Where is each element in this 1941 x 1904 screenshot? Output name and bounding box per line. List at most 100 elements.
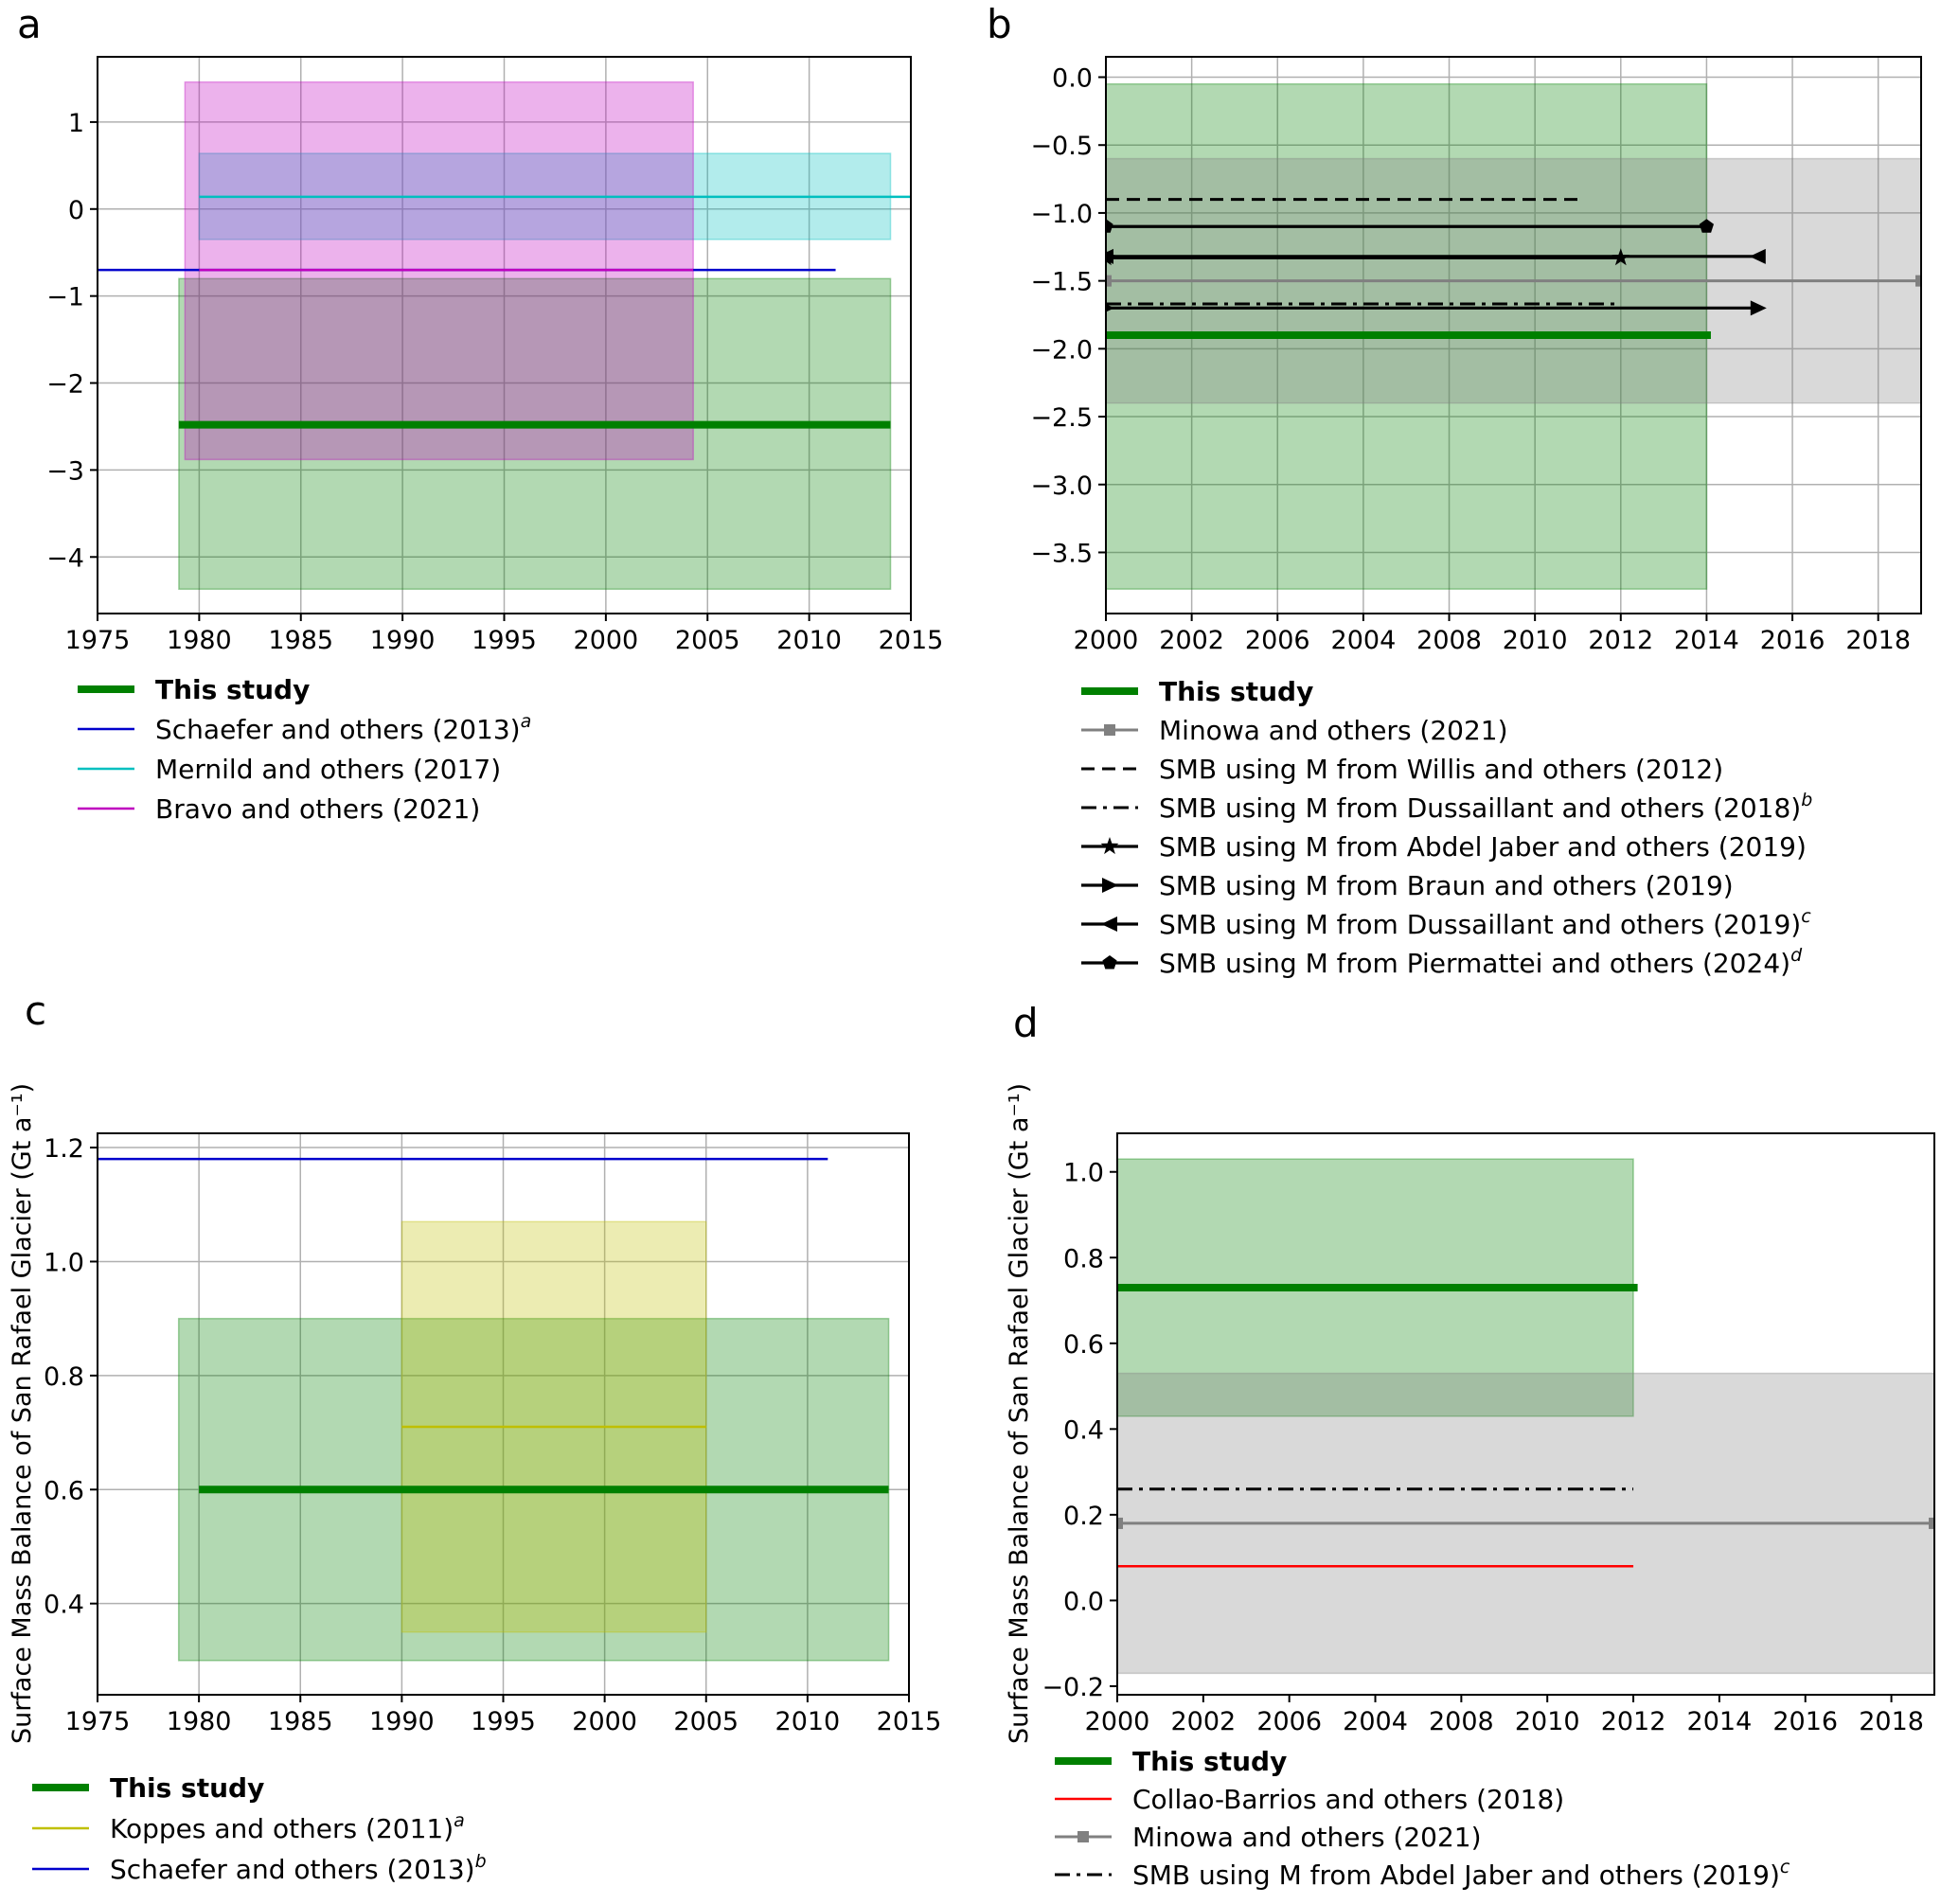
- x-tick-label: 2000: [1085, 1707, 1150, 1736]
- y-tick-label: 1.0: [44, 1248, 84, 1277]
- series-marker: [1106, 304, 1114, 312]
- legend-superscript: a: [521, 711, 532, 732]
- legend-entry: Mernild and others (2017): [78, 754, 501, 785]
- legend-entry: This study: [1055, 1746, 1287, 1777]
- legend-entry: Schaefer and others (2013)a: [78, 711, 531, 745]
- y-tick-label: 1.2: [44, 1134, 84, 1164]
- x-tick-label: 2015: [877, 1707, 942, 1736]
- legend-label: This study: [1132, 1746, 1287, 1777]
- y-tick-label: 0.8: [1063, 1244, 1104, 1273]
- x-tick-label: 2005: [675, 626, 740, 655]
- series-marker: [1106, 219, 1113, 233]
- series-marker: [1106, 275, 1112, 287]
- panel-label-a: a: [17, 1, 42, 47]
- x-tick-label: 2016: [1772, 1707, 1838, 1736]
- y-axis-label: Surface Mass Balance of San Rafael Glaci…: [1005, 1083, 1034, 1744]
- legend-entry: SMB using M from Willis and others (2012…: [1081, 754, 1723, 785]
- legend-superscript: c: [1801, 906, 1811, 927]
- x-tick-label: 2000: [572, 1707, 637, 1736]
- legend-label: This study: [155, 674, 310, 705]
- legend-marker: [1104, 724, 1115, 736]
- y-tick-label: −3.0: [1030, 472, 1093, 501]
- legend-entry: SMB using M from Piermattei and others (…: [1081, 945, 1803, 979]
- y-tick-label: 0.6: [44, 1476, 84, 1505]
- legend-entry: SMB using M from Dussaillant and others …: [1081, 790, 1812, 824]
- legend-marker: [1102, 955, 1117, 970]
- legend-label: SMB using M from Willis and others (2012…: [1159, 754, 1723, 785]
- x-tick-label: 2015: [879, 626, 944, 655]
- series-marker: [1699, 219, 1714, 233]
- x-tick-label: 1975: [65, 626, 131, 655]
- legend-marker: [1102, 878, 1118, 893]
- legend-entry: Minowa and others (2021): [1055, 1822, 1482, 1853]
- legend-entry: SMB using M from Dussaillant and others …: [1081, 906, 1811, 940]
- x-tick-label: 2016: [1760, 626, 1825, 655]
- legend-label: Collao-Barrios and others (2018): [1132, 1784, 1564, 1815]
- legend-label: SMB using M from Dussaillant and others …: [1159, 906, 1811, 940]
- x-tick-label: 2010: [776, 626, 842, 655]
- y-tick-label: −2: [46, 370, 84, 400]
- axes-frame: [1105, 56, 1922, 614]
- legend-superscript: d: [1790, 945, 1803, 966]
- legend-entry: SMB using M from Braun and others (2019): [1081, 870, 1734, 901]
- legend-label: SMB using M from Braun and others (2019): [1159, 870, 1734, 901]
- x-tick-label: 1990: [369, 1707, 435, 1736]
- x-tick-label: 2000: [1074, 626, 1139, 655]
- x-tick-label: 1980: [167, 1707, 232, 1736]
- y-tick-label: −4: [46, 543, 84, 573]
- x-tick-label: 2004: [1343, 1707, 1408, 1736]
- legend-superscript: c: [1780, 1857, 1790, 1877]
- legend-label: SMB using M from Dussaillant and others …: [1159, 790, 1812, 824]
- legend-entry: This study: [1081, 676, 1313, 707]
- y-tick-label: 0: [68, 196, 84, 225]
- panel-c: c 1975 1980 1985 1990 1995 2000 2005 2010 2015 1.2…: [8, 988, 941, 1885]
- x-tick-label: 2008: [1429, 1707, 1494, 1736]
- series-marker: [1750, 300, 1767, 316]
- x-tick-label: 2010: [1503, 626, 1568, 655]
- panel-label-d: d: [1013, 1000, 1039, 1046]
- series-marker: [1106, 248, 1113, 264]
- uncertainty-band: [178, 277, 892, 591]
- legend-marker: [1077, 1831, 1089, 1842]
- legend-label: Schaefer and others (2013)b: [110, 1851, 487, 1885]
- x-tick-label: 2006: [1256, 1707, 1322, 1736]
- legend-label: Bravo and others (2021): [155, 793, 480, 825]
- legend-marker: [1101, 916, 1117, 932]
- legend-label: Minowa and others (2021): [1159, 715, 1508, 746]
- y-tick-label: 0.8: [44, 1362, 84, 1392]
- series-marker: [1749, 248, 1766, 264]
- x-tick-label: 1985: [268, 1707, 333, 1736]
- legend-label: Koppes and others (2011)a: [110, 1810, 465, 1844]
- legend-entry: Koppes and others (2011)a: [32, 1810, 465, 1844]
- legend-entry: SMB using M from Abdel Jaber and others …: [1055, 1857, 1790, 1891]
- y-tick-label: 0.2: [1063, 1502, 1104, 1531]
- x-tick-label: 2014: [1687, 1707, 1753, 1736]
- x-tick-label: 2000: [574, 626, 639, 655]
- x-tick-label: 2005: [673, 1707, 739, 1736]
- x-tick-label: 2012: [1588, 626, 1653, 655]
- legend-entry: Bravo and others (2021): [78, 793, 480, 825]
- y-tick-label: 1.0: [1063, 1159, 1104, 1188]
- legend-entry: This study: [78, 674, 310, 705]
- legend-label: Minowa and others (2021): [1132, 1822, 1482, 1853]
- legend-superscript: b: [475, 1851, 487, 1872]
- x-tick-label: 2006: [1245, 626, 1310, 655]
- plot-area-a: [98, 80, 911, 591]
- x-tick-label: 1980: [167, 626, 232, 655]
- plot-area-b: [1106, 82, 1921, 590]
- x-tick-label: 2010: [1515, 1707, 1580, 1736]
- y-tick-label: −0.5: [1030, 132, 1093, 161]
- y-tick-label: −1: [46, 283, 84, 312]
- y-tick-label: −0.2: [1042, 1673, 1104, 1702]
- x-tick-label: 2012: [1601, 1707, 1666, 1736]
- y-axis-label: Surface Mass Balance of San Rafael Glaci…: [8, 1083, 37, 1744]
- x-tick-label: 1995: [471, 1707, 536, 1736]
- legend-entry: Collao-Barrios and others (2018): [1055, 1784, 1564, 1815]
- panel-label-c: c: [25, 988, 46, 1034]
- x-tick-label: 2008: [1416, 626, 1482, 655]
- series-marker: [1929, 1517, 1934, 1529]
- legend-entry: SMB using M from Abdel Jaber and others …: [1081, 831, 1807, 863]
- series-marker: [1117, 1517, 1123, 1529]
- x-tick-label: 1995: [472, 626, 537, 655]
